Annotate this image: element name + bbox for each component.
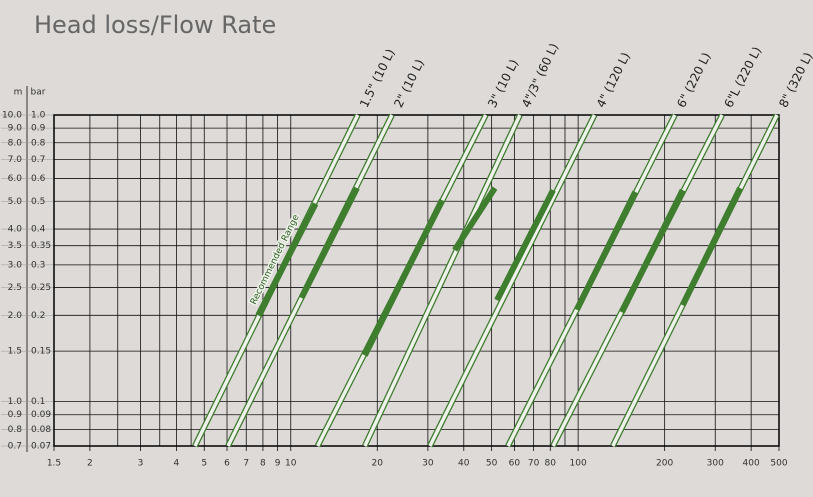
x-tick-label: 30 — [422, 459, 434, 469]
y2-tick-label: 0.7 — [31, 155, 45, 165]
y2-tick-label: 0.07 — [31, 442, 51, 452]
y2-tick-label: 0.8 — [31, 138, 46, 148]
recommended-range — [574, 190, 638, 312]
y-tick-label: 8.0 — [8, 138, 23, 148]
series-label: 6"L (220 L) — [721, 44, 764, 110]
x-tick-label: 2 — [87, 459, 93, 469]
recommended-range — [494, 188, 556, 302]
series-label: 1.5" (10 L) — [357, 47, 398, 110]
y2-tick-label: 0.1 — [31, 397, 45, 407]
recommended-range — [452, 186, 498, 252]
x-tick-label: 9 — [275, 459, 281, 469]
y2-tick-label: 0.3 — [31, 260, 45, 270]
y-tick-label: 2.5 — [8, 283, 22, 293]
x-tick-label: 500 — [770, 459, 787, 469]
y2-tick-label: 0.4 — [31, 225, 46, 235]
x-tick-label: 10 — [285, 459, 297, 469]
y-axis-label: m — [14, 88, 23, 98]
y-tick-label: 1.0 — [8, 397, 23, 407]
y-tick-label: 9.0 — [8, 124, 23, 134]
y2-tick-label: 0.5 — [31, 197, 45, 207]
x-tick-label: 3 — [138, 459, 144, 469]
y2-tick-label: 0.9 — [31, 124, 46, 134]
x-tick-label: 60 — [509, 459, 521, 469]
plot-frame — [53, 114, 780, 447]
y-tick-label: 4.0 — [8, 225, 23, 235]
y-tick-label: 0.7 — [8, 442, 22, 452]
x-tick-label: 5 — [201, 459, 207, 469]
y2-tick-label: 1.0 — [31, 111, 46, 121]
x-tick-label: 4 — [174, 459, 180, 469]
x-tick-label: 50 — [486, 459, 498, 469]
x-tick-label: 70 — [528, 459, 540, 469]
x-tick-label: 1.5 — [47, 459, 61, 469]
x-tick-label: 20 — [372, 459, 384, 469]
y2-tick-label: 0.08 — [31, 425, 51, 435]
y-tick-label: 6.0 — [8, 174, 23, 184]
x-tick-label: 300 — [707, 459, 724, 469]
x-tick-label: 200 — [656, 459, 673, 469]
y2-tick-label: 0.15 — [31, 347, 51, 357]
series-label: 3" (10 L) — [485, 57, 521, 110]
y-tick-label: 3.0 — [8, 260, 23, 270]
recommended-range — [362, 198, 445, 357]
series-label: 6" (220 L) — [674, 50, 713, 110]
y-tick-label: 3.5 — [8, 241, 22, 251]
x-tick-label: 100 — [570, 459, 587, 469]
pipe-line-inner — [363, 114, 522, 447]
y-tick-label: 10.0 — [2, 111, 22, 121]
x-tick-label: 6 — [224, 459, 230, 469]
y-tick-label: 0.9 — [8, 410, 23, 420]
recommended-range — [255, 202, 319, 317]
y2-tick-label: 0.25 — [31, 283, 51, 293]
series-label: 4"/3" (60 L) — [519, 41, 561, 110]
series-label: 4" (120 L) — [594, 50, 633, 110]
y2-tick-label: 0.35 — [31, 241, 51, 251]
y2-tick-label: 0.6 — [31, 174, 46, 184]
recommended-range — [679, 186, 743, 307]
y-tick-label: 5.0 — [8, 197, 23, 207]
recommended-range — [619, 188, 686, 314]
y-tick-label: 2.0 — [8, 311, 23, 321]
y2-axis-label: bar — [31, 88, 46, 98]
y-tick-label: 1.5 — [8, 347, 22, 357]
annotation: Recommended Range — [249, 213, 302, 307]
series-label: 8" (320 L) — [776, 50, 813, 110]
x-tick-label: 80 — [545, 459, 557, 469]
y2-tick-label: 0.2 — [31, 311, 45, 321]
x-tick-label: 40 — [458, 459, 470, 469]
x-tick-label: 400 — [743, 459, 760, 469]
pipe-line-inner — [428, 114, 597, 447]
y-tick-label: 7.0 — [8, 155, 23, 165]
y2-tick-label: 0.09 — [31, 410, 51, 420]
series-label: 2" (10 L) — [391, 57, 427, 110]
chart-title: Head loss/Flow Rate — [34, 11, 276, 39]
recommended-range — [298, 186, 360, 300]
x-tick-label: 8 — [260, 459, 266, 469]
y-tick-label: 0.8 — [8, 425, 23, 435]
x-tick-label: 7 — [243, 459, 249, 469]
